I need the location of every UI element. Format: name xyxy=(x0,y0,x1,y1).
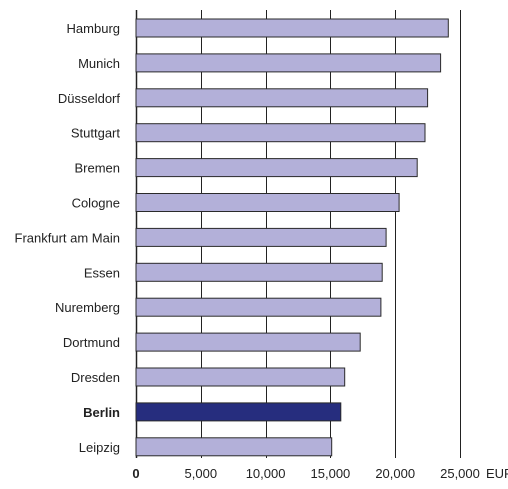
category-label: Berlin xyxy=(83,405,120,420)
category-label: Nuremberg xyxy=(55,300,120,315)
bar-dresden xyxy=(135,367,346,387)
bar-berlin xyxy=(135,402,342,422)
category-label: Dortmund xyxy=(63,335,120,350)
bar-frankfurt-am-main xyxy=(135,227,387,247)
category-label: Leipzig xyxy=(79,440,120,455)
category-label: Hamburg xyxy=(67,21,120,36)
x-tick-label: 0 xyxy=(132,466,139,481)
x-tick-label: 25,000 xyxy=(440,466,480,481)
bar-hamburg xyxy=(135,18,449,38)
category-label: Frankfurt am Main xyxy=(15,230,120,245)
x-tick-label: 10,000 xyxy=(246,466,286,481)
category-label: Bremen xyxy=(74,161,120,176)
bar-essen xyxy=(135,262,383,282)
x-tick-label: 20,000 xyxy=(375,466,415,481)
bar-stuttgart xyxy=(135,123,426,143)
bars xyxy=(135,18,449,457)
x-axis-unit: EUR xyxy=(486,466,508,481)
category-labels: Hamburg Munich Düsseldorf Stuttgart Bremen Co… xyxy=(15,21,121,455)
category-label: Stuttgart xyxy=(71,126,121,141)
bar-nuremberg xyxy=(135,297,382,317)
x-tick-label: 5,000 xyxy=(185,466,218,481)
x-tick-labels: 0 5,000 10,000 15,000 20,000 25,000 xyxy=(132,466,480,481)
category-label: Essen xyxy=(84,265,120,280)
bar-leipzig xyxy=(135,437,333,457)
bar-cologne xyxy=(135,193,400,212)
bar-bremen xyxy=(135,158,418,178)
bar-d-sseldorf xyxy=(135,88,429,108)
category-label: Cologne xyxy=(72,196,120,211)
category-label: Düsseldorf xyxy=(58,91,121,106)
category-label: Dresden xyxy=(71,370,120,385)
bar-dortmund xyxy=(135,332,361,352)
x-tick-label: 15,000 xyxy=(311,466,351,481)
category-label: Munich xyxy=(78,56,120,71)
bar-munich xyxy=(135,53,442,73)
